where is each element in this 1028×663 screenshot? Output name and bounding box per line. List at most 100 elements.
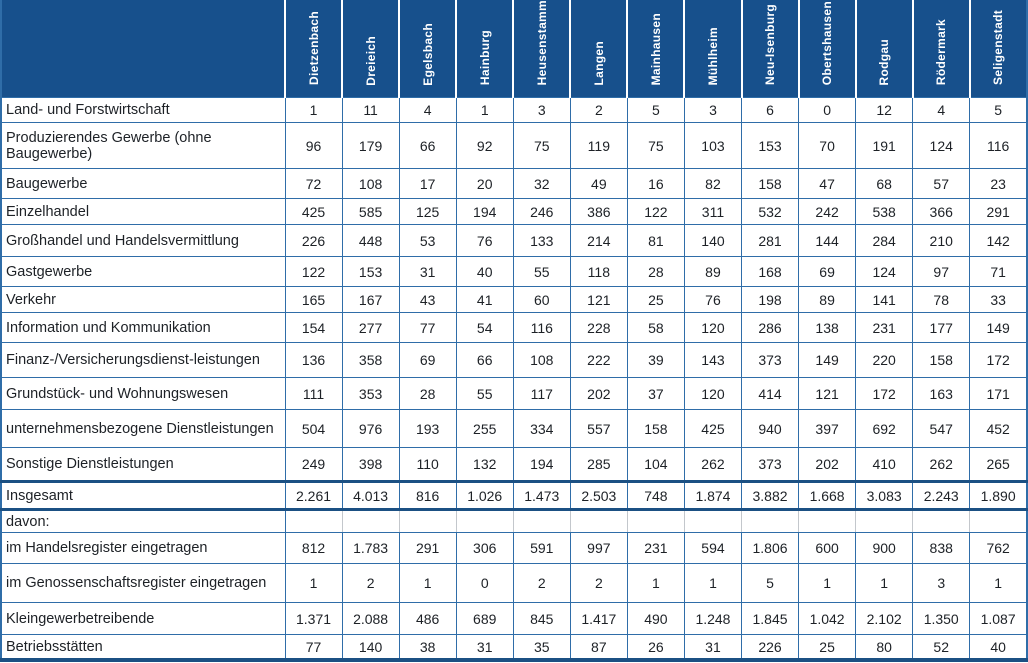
value-cell: 66	[398, 122, 457, 170]
value-cell: 78	[912, 286, 971, 314]
value-cell: 4	[912, 97, 971, 124]
value-cell: 291	[969, 198, 1028, 226]
column-header-label: Rodgau	[877, 38, 892, 86]
column-header-label: Neu-Isenburg	[763, 4, 778, 86]
value-cell: 1	[626, 563, 685, 604]
value-cell: 222	[569, 342, 628, 379]
value-cell: 25	[798, 634, 857, 661]
value-cell: 900	[855, 532, 914, 565]
value-cell: 132	[455, 447, 514, 483]
table-row-baugewerbe: Baugewerbe 72 108 17 20 32 49 16 82 158 47 68 57 23	[0, 168, 1028, 200]
value-cell: 3	[912, 563, 971, 604]
value-cell: 12	[855, 97, 914, 124]
table-row-unternehmensbezogene-dienstleistungen: unternehmensbezogene Dienstleistungen 504…	[0, 409, 1028, 449]
value-cell: 76	[455, 224, 514, 258]
value-cell: 1.350	[912, 602, 971, 636]
row-label: Gastgewerbe	[0, 256, 286, 288]
value-cell: 119	[569, 122, 628, 170]
value-cell: 281	[740, 224, 800, 258]
table-row-davon: davon:	[0, 509, 1028, 534]
value-cell: 202	[798, 447, 857, 483]
value-cell: 149	[969, 312, 1028, 344]
row-label: im Handelsregister eingetragen	[0, 532, 286, 565]
value-cell: 425	[284, 198, 343, 226]
value-cell: 358	[341, 342, 400, 379]
value-cell: 838	[912, 532, 971, 565]
value-cell: 32	[512, 168, 571, 200]
row-label: Finanz-/Versicherungsdienst-leistungen	[0, 342, 286, 379]
value-cell: 1	[683, 563, 743, 604]
value-cell: 75	[512, 122, 571, 170]
table-row-produzierendes-gewerbe-ohne-baugewerbe: Produzierendes Gewerbe (ohne Baugewerbe)…	[0, 122, 1028, 170]
row-label: Sonstige Dienstleistungen	[0, 447, 286, 483]
value-cell: 124	[912, 122, 971, 170]
value-cell: 108	[341, 168, 400, 200]
value-cell: 28	[626, 256, 685, 288]
value-cell: 1	[284, 97, 343, 124]
value-cell: 31	[398, 256, 457, 288]
value-cell: 89	[683, 256, 743, 288]
column-header-label: Heusenstamm	[534, 0, 549, 86]
row-label: Baugewerbe	[0, 168, 286, 200]
value-cell: 193	[398, 409, 457, 449]
row-label: Verkehr	[0, 286, 286, 314]
row-label: Betriebsstätten	[0, 634, 286, 661]
value-cell: 1	[798, 563, 857, 604]
value-cell: 69	[398, 342, 457, 379]
value-cell: 111	[284, 377, 343, 411]
value-cell: 373	[740, 447, 800, 483]
column-header-rodgau: Rodgau	[855, 0, 914, 98]
value-cell: 997	[569, 532, 628, 565]
value-cell: 1	[398, 563, 457, 604]
value-cell: 3	[512, 97, 571, 124]
value-cell: 47	[798, 168, 857, 200]
value-cell: 158	[626, 409, 685, 449]
value-cell: 57	[912, 168, 971, 200]
value-cell: 5	[626, 97, 685, 124]
value-cell: 490	[626, 602, 685, 636]
value-cell: 37	[626, 377, 685, 411]
value-cell: 210	[912, 224, 971, 258]
value-cell: 306	[455, 532, 514, 565]
value-cell: 1.668	[798, 480, 857, 512]
value-cell: 231	[855, 312, 914, 344]
value-cell: 153	[341, 256, 400, 288]
value-cell: 1.371	[284, 602, 343, 636]
value-cell: 149	[798, 342, 857, 379]
table-row-grundstück-und-wohnungswesen: Grundstück- und Wohnungswesen 111 353 28 55 1…	[0, 377, 1028, 411]
table-row-insgesamt: Insgesamt 2.261 4.013 816 1.026 1.473 2.503 748…	[0, 480, 1028, 512]
value-cell	[798, 509, 857, 534]
value-cell: 816	[398, 480, 457, 512]
value-cell: 1.042	[798, 602, 857, 636]
value-cell: 448	[341, 224, 400, 258]
value-cell: 69	[798, 256, 857, 288]
value-cell: 38	[398, 634, 457, 661]
value-cell: 70	[798, 122, 857, 170]
value-cell: 1	[284, 563, 343, 604]
header-row: Dietzenbach Dreieich Egelsbach Hainburg Heus…	[1, 0, 1027, 98]
value-cell: 1	[455, 97, 514, 124]
value-cell: 2	[341, 563, 400, 604]
value-cell: 3.882	[740, 480, 800, 512]
value-cell: 133	[512, 224, 571, 258]
value-cell: 60	[512, 286, 571, 314]
value-cell: 5	[969, 97, 1028, 124]
value-cell: 141	[855, 286, 914, 314]
value-cell: 20	[455, 168, 514, 200]
value-cell: 585	[341, 198, 400, 226]
value-cell: 6	[740, 97, 800, 124]
value-cell: 689	[455, 602, 514, 636]
value-cell: 71	[969, 256, 1028, 288]
row-label: Produzierendes Gewerbe (ohne Baugewerbe)	[0, 122, 286, 170]
row-label: Einzelhandel	[0, 198, 286, 226]
value-cell: 334	[512, 409, 571, 449]
table-row-information-und-kommunikation: Information und Kommunikation 154 277 77 54 1…	[0, 312, 1028, 344]
value-cell	[683, 509, 743, 534]
value-cell: 66	[455, 342, 514, 379]
value-cell: 214	[569, 224, 628, 258]
value-cell: 52	[912, 634, 971, 661]
value-cell: 16	[626, 168, 685, 200]
value-cell: 547	[912, 409, 971, 449]
value-cell: 1.248	[683, 602, 743, 636]
value-cell: 163	[912, 377, 971, 411]
